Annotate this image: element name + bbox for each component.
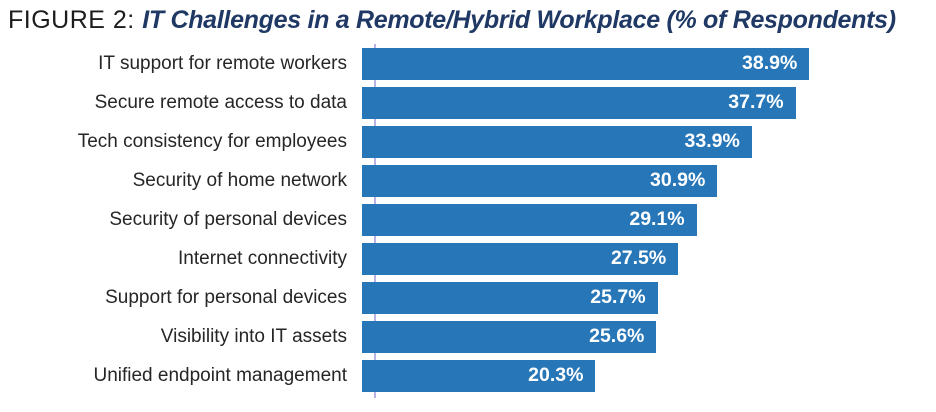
plot-area: 25.7% (362, 281, 936, 314)
plot-area: 27.5% (362, 242, 936, 275)
plot-area: 30.9% (362, 164, 936, 197)
category-label: Unified endpoint management (93, 364, 347, 386)
bar: 38.9% (362, 47, 810, 80)
category-label: Tech consistency for employees (77, 130, 347, 152)
bar: 20.3% (362, 359, 596, 392)
bar: 29.1% (362, 203, 697, 236)
bar: 25.7% (362, 281, 658, 314)
bar-rows: IT support for remote workers 38.9% Secure… (0, 44, 936, 395)
value-label: 25.6% (589, 325, 645, 348)
bar: 37.7% (362, 86, 796, 119)
chart-row: Unified endpoint management 20.3% (0, 356, 936, 395)
bar: 30.9% (362, 164, 718, 197)
plot-area: 29.1% (362, 203, 936, 236)
chart-row: Security of personal devices 29.1% (0, 200, 936, 239)
chart-title: FIGURE 2: IT Challenges in a Remote/Hybr… (0, 0, 936, 36)
value-label: 25.7% (590, 286, 646, 309)
plot-area: 25.6% (362, 320, 936, 353)
chart-row: IT support for remote workers 38.9% (0, 44, 936, 83)
value-label: 20.3% (528, 364, 584, 387)
chart-row: Tech consistency for employees 33.9% (0, 122, 936, 161)
value-label: 38.9% (742, 52, 798, 75)
figure-number-label: FIGURE 2: (8, 6, 143, 34)
value-label: 33.9% (684, 130, 740, 153)
value-label: 30.9% (650, 169, 706, 192)
bar: 27.5% (362, 242, 679, 275)
category-label: IT support for remote workers (98, 52, 347, 74)
value-label: 29.1% (629, 208, 685, 231)
chart-title-text: IT Challenges in a Remote/Hybrid Workpla… (142, 6, 896, 34)
category-label: Support for personal devices (105, 286, 347, 308)
category-label: Secure remote access to data (94, 91, 347, 113)
value-label: 27.5% (610, 247, 667, 270)
chart-row: Security of home network 30.9% (0, 161, 936, 200)
category-label: Internet connectivity (178, 247, 347, 269)
bar: 33.9% (362, 125, 752, 158)
chart-row: Visibility into IT assets 25.6% (0, 317, 936, 356)
plot-area: 38.9% (362, 47, 936, 80)
category-label: Security of home network (132, 169, 347, 191)
category-label: Visibility into IT assets (160, 325, 347, 347)
value-label: 37.7% (728, 91, 784, 114)
bar: 25.6% (362, 320, 657, 353)
chart-row: Internet connectivity 27.5% (0, 239, 936, 278)
plot-area: 37.7% (362, 86, 936, 119)
chart-row: Support for personal devices 25.7% (0, 278, 936, 317)
chart-row: Secure remote access to data 37.7% (0, 83, 936, 122)
plot-area: 20.3% (362, 359, 936, 392)
plot-area: 33.9% (362, 125, 936, 158)
category-label: Security of personal devices (109, 208, 347, 230)
bar-chart: IT support for remote workers 38.9% Secure… (0, 44, 936, 400)
